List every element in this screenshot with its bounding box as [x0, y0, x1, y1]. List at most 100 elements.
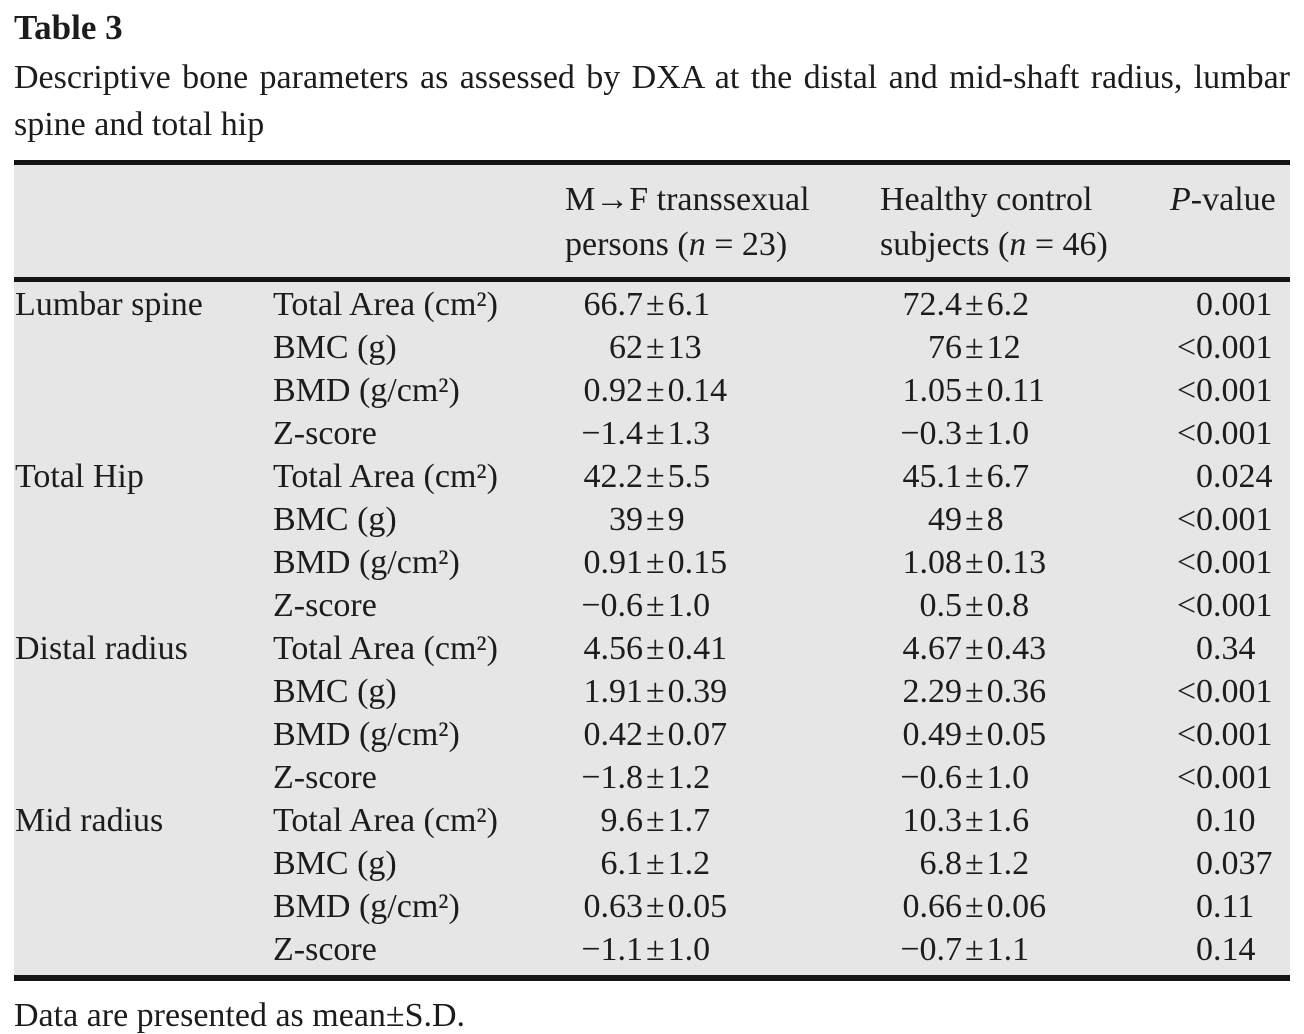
header-line: persons (n = 23) — [565, 222, 880, 267]
transsexual-value-cell: −1.8±1.2 — [565, 756, 880, 799]
transsexual-value-cell: 42.2±5.5 — [565, 455, 880, 498]
header-transsexual-col: M→F transsexual persons (n = 23) — [565, 177, 880, 267]
mean-value: −0.6 — [900, 759, 962, 796]
p-value-cell: 0.11 — [1170, 885, 1290, 928]
row-group-cell — [14, 842, 273, 885]
less-than-sign: < — [1176, 329, 1196, 366]
sd-value: 1.2 — [986, 845, 1030, 882]
plus-minus-sign: ± — [646, 415, 665, 452]
sd-value: 6.1 — [667, 286, 711, 323]
p-number: 0.11 — [1196, 888, 1255, 925]
header-line: Healthy control — [880, 181, 1093, 218]
sd-value: 0.14 — [667, 372, 728, 409]
parameter-cell: BMD (g/cm²) — [273, 888, 460, 925]
p-number: 0.001 — [1196, 673, 1273, 710]
parameter-cell: BMD (g/cm²) — [273, 544, 460, 581]
plus-minus-sign: ± — [646, 587, 665, 624]
sd-value: 0.36 — [986, 673, 1047, 710]
transsexual-value-cell: 39±9 — [565, 498, 880, 541]
sd-value: 0.05 — [667, 888, 728, 925]
sd-value: 12 — [986, 329, 1021, 366]
row-group-cell: Lumbar spine — [15, 286, 203, 323]
plus-minus-sign: ± — [965, 329, 984, 366]
transsexual-value-cell: 62±13 — [565, 326, 880, 369]
p-value-cell: <0.001 — [1170, 498, 1290, 541]
p-number: 0.001 — [1196, 587, 1273, 624]
mean-value: 10.3 — [902, 802, 963, 839]
less-than-sign: < — [1176, 759, 1196, 796]
transsexual-value-cell: 9.6±1.7 — [565, 799, 880, 842]
row-group-cell: Distal radius — [15, 630, 188, 667]
parameter-cell: Total Area (cm²) — [273, 630, 498, 667]
table-row: Z-score −0.6±1.0 0.5±0.8 <0.001 — [14, 584, 1290, 627]
plus-minus-sign: ± — [646, 888, 665, 925]
row-group-cell — [14, 713, 273, 756]
sd-value: 1.1 — [986, 931, 1030, 968]
mean-value: 4.56 — [583, 630, 644, 667]
mean-value: 6.1 — [600, 845, 644, 882]
plus-minus-sign: ± — [965, 286, 984, 323]
p-value-cell: <0.001 — [1170, 541, 1290, 584]
control-value-cell: 76±12 — [880, 326, 1170, 369]
control-value-cell: 45.1±6.7 — [880, 455, 1170, 498]
sd-value: 1.2 — [667, 759, 711, 796]
p-value-cell: <0.001 — [1170, 584, 1290, 627]
sd-value: 0.06 — [986, 888, 1047, 925]
sd-value: 1.6 — [986, 802, 1030, 839]
transsexual-value-cell: −0.6±1.0 — [565, 584, 880, 627]
table-row: BMC (g) 39±9 49±8 <0.001 — [14, 498, 1290, 541]
mean-value: 39 — [609, 501, 643, 538]
transsexual-value-cell: 0.42±0.07 — [565, 713, 880, 756]
control-value-cell: 0.5±0.8 — [880, 584, 1170, 627]
header-control-col: Healthy control subjects (n = 46) — [880, 177, 1170, 267]
mean-value: −0.6 — [581, 587, 643, 624]
parameter-cell: BMD (g/cm²) — [273, 372, 460, 409]
control-value-cell: −0.3±1.0 — [880, 412, 1170, 455]
transsexual-value-cell: 0.92±0.14 — [565, 369, 880, 412]
sd-value: 0.41 — [667, 630, 728, 667]
plus-minus-sign: ± — [646, 759, 665, 796]
sd-value: 0.13 — [986, 544, 1047, 581]
row-group-cell: Mid radius — [15, 802, 164, 839]
n-symbol: n — [1009, 226, 1027, 263]
p-number: 0.001 — [1196, 372, 1273, 409]
table-row: Mid radius Total Area (cm²) 9.6±1.7 10.3… — [14, 799, 1290, 842]
sd-value: 13 — [667, 329, 702, 366]
control-value-cell: 6.8±1.2 — [880, 842, 1170, 885]
control-value-cell: 72.4±6.2 — [880, 283, 1170, 326]
plus-minus-sign: ± — [646, 630, 665, 667]
table-row: BMD (g/cm²) 0.63±0.05 0.66±0.06 0.11 — [14, 885, 1290, 928]
data-table: M→F transsexual persons (n = 23) Healthy… — [14, 160, 1290, 981]
header-pvalue-col: P-value — [1170, 177, 1290, 267]
mean-value: 0.5 — [919, 587, 963, 624]
control-value-cell: −0.6±1.0 — [880, 756, 1170, 799]
row-group-cell — [14, 326, 273, 369]
plus-minus-sign: ± — [965, 630, 984, 667]
p-value-cell: <0.001 — [1170, 369, 1290, 412]
mean-value: −1.4 — [581, 415, 643, 452]
p-number: 0.001 — [1196, 716, 1273, 753]
p-number: 0.001 — [1196, 759, 1273, 796]
sd-value: 0.11 — [986, 372, 1045, 409]
table-row: Z-score −1.8±1.2 −0.6±1.0 <0.001 — [14, 756, 1290, 799]
table-row: BMD (g/cm²) 0.91±0.15 1.08±0.13 <0.001 — [14, 541, 1290, 584]
table-row: Lumbar spine Total Area (cm²) 66.7±6.1 7… — [14, 283, 1290, 326]
parameter-cell: BMC (g) — [273, 501, 397, 538]
mean-value: 62 — [609, 329, 643, 366]
plus-minus-sign: ± — [965, 888, 984, 925]
p-symbol: P — [1170, 181, 1191, 218]
mean-value: 66.7 — [583, 286, 644, 323]
mean-value: 0.49 — [902, 716, 963, 753]
plus-minus-sign: ± — [965, 501, 984, 538]
p-number: 0.001 — [1196, 544, 1273, 581]
sd-value: 1.0 — [986, 415, 1030, 452]
header-text: persons ( — [565, 226, 689, 263]
sd-value: 5.5 — [667, 458, 711, 495]
less-than-sign: < — [1176, 415, 1196, 452]
header-group-cell — [14, 177, 273, 267]
header-parameter-cell — [273, 177, 565, 267]
less-than-sign: < — [1176, 544, 1196, 581]
parameter-cell: BMC (g) — [273, 673, 397, 710]
p-number: 0.001 — [1196, 329, 1273, 366]
row-group-cell — [14, 369, 273, 412]
